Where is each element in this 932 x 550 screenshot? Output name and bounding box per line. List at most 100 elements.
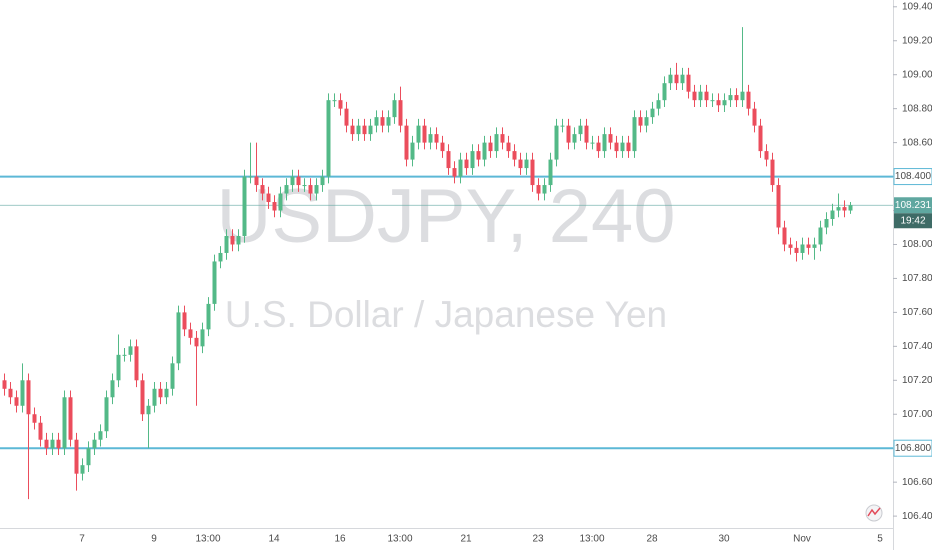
candle-body [488,142,493,152]
candle-body [254,176,259,186]
y-tick-label: 107.400 [902,341,932,352]
candle-body [188,329,193,338]
candle-body [374,117,379,126]
candle-body [362,125,367,135]
candle-body [440,142,445,152]
x-tick-label: 28 [646,534,658,545]
candle-body [668,74,673,84]
candle-body [680,74,685,84]
candle-body [836,207,841,211]
candle-body [446,151,451,169]
candle-body [698,91,703,101]
x-tick-label: 7 [79,534,85,545]
last-price-tag [894,197,932,214]
candle-body [806,244,811,248]
candle-body [266,193,271,203]
candle-body [428,134,433,143]
y-tick-label: 107.600 [902,307,932,318]
candle-body [794,247,799,253]
candle-body [482,142,487,160]
candle-body [692,91,697,101]
candle-body [122,354,127,356]
candle-body [722,100,727,106]
countdown-tag [894,213,932,229]
candle-body [224,235,229,253]
candle-body [614,142,619,152]
candle-body [14,397,19,406]
x-tick-label: 16 [334,534,346,545]
candle-body [662,83,667,101]
candle-body [176,312,181,364]
x-tick-label: 13:00 [195,534,220,545]
candle-body [746,91,751,109]
candle-body [752,108,757,126]
candle-body [272,202,277,211]
y-tick-label: 106.600 [902,477,932,488]
y-tick-label: 107.800 [902,273,932,284]
candle-body [80,465,85,474]
candle-body [98,431,103,440]
candle-body [416,125,421,143]
candle-body [548,159,553,186]
x-tick-label: 30 [718,534,730,545]
candle-body [368,125,373,135]
candle-body [20,380,25,406]
candle-body [206,303,211,330]
candle-body [134,346,139,381]
candle-body [164,388,169,398]
candle-body [140,380,145,415]
candle-body [242,176,247,236]
candle-body [398,100,403,126]
candle-body [740,91,745,101]
candle-body [494,134,499,152]
candle-body [158,388,163,398]
candle-body [392,100,397,118]
candle-body [278,193,283,211]
x-tick-label: 5 [877,534,883,545]
candle-body [410,142,415,160]
candle-body [632,117,637,152]
candle-body [74,439,79,474]
candle-body [284,185,289,194]
candle-body [620,142,625,152]
logo [865,504,883,522]
candle-body [848,205,853,211]
candle-body [518,159,523,169]
candle-body [44,439,49,449]
candle-body [542,185,547,194]
candle-body [380,117,385,126]
candle-body [8,388,13,398]
x-tick-label: 13:00 [387,534,412,545]
candle-body [248,176,253,178]
candle-body [86,448,91,466]
candle-body [308,185,313,194]
candle-body [578,125,583,135]
candle-body [452,168,457,177]
candle-body [386,117,391,126]
price-tag-label: 106.800 [895,443,932,454]
candle-body [32,414,37,423]
candle-body [56,439,61,449]
candle-body [332,100,337,102]
candle-body [236,235,241,245]
candle-body [62,397,67,449]
candle-body [212,261,217,304]
y-tick-label: 107.200 [902,375,932,386]
candle-body [800,244,805,253]
candle-body [782,227,787,245]
candle-body [770,159,775,186]
x-tick-label: 23 [532,534,544,545]
candle-body [788,244,793,248]
candle-body [476,151,481,160]
candle-body [650,108,655,118]
candle-body [170,363,175,389]
candle-body [350,125,355,135]
candle-body [764,151,769,160]
candle-body [50,439,55,449]
watermark-subtitle: U.S. Dollar / Japanese Yen [225,294,667,335]
candle-body [638,117,643,126]
y-tick-label: 109.000 [902,69,932,80]
